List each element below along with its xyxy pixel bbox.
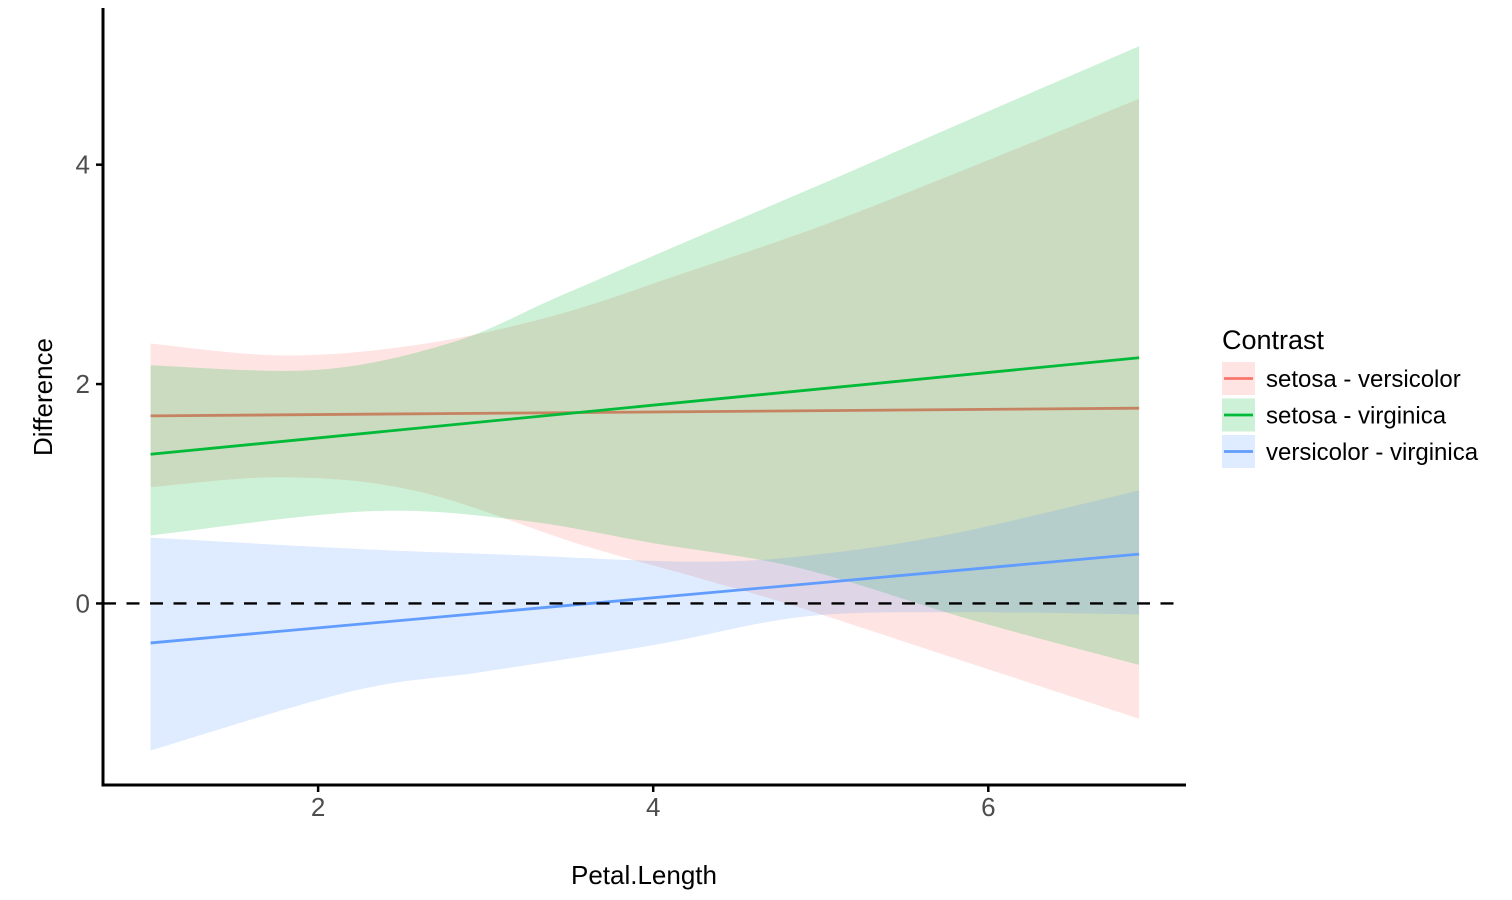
y-axis-title: Difference: [28, 338, 58, 456]
line-versicolor-virginica: [150, 552, 1140, 645]
y-tick-label: 0: [76, 588, 90, 618]
line-setosa-versicolor: [150, 406, 1140, 418]
legend-item-label: setosa - virginica: [1266, 403, 1447, 430]
legend-item-setosa-virginica: setosa - virginica: [1222, 398, 1447, 432]
line-setosa-virginica: [150, 356, 1140, 456]
ribbon-setosa-versicolor: [150, 98, 1140, 719]
x-tick-label: 4: [646, 792, 660, 822]
legend-item-label: versicolor - virginica: [1266, 439, 1479, 466]
ribbon-versicolor-virginica: [150, 490, 1140, 751]
legend-title: Contrast: [1222, 325, 1325, 355]
ribbon-setosa-virginica: [150, 46, 1140, 665]
axis-ticks: 0 2 4 2 4 6: [76, 150, 996, 822]
x-tick-label: 2: [311, 792, 325, 822]
legend: Contrast setosa - versicolor setosa - vir…: [1222, 325, 1479, 468]
x-axis-title: Petal.Length: [571, 860, 717, 890]
y-tick-label: 4: [76, 150, 90, 180]
plot-panel: [150, 46, 1140, 751]
legend-item-label: setosa - versicolor: [1266, 366, 1461, 393]
legend-item-setosa-versicolor: setosa - versicolor: [1222, 362, 1461, 395]
x-tick-label: 6: [981, 792, 995, 822]
legend-item-versicolor-virginica: versicolor - virginica: [1222, 435, 1479, 468]
legend-items: setosa - versicolor setosa - virginica ver…: [1222, 362, 1479, 468]
y-tick-label: 2: [76, 369, 90, 399]
